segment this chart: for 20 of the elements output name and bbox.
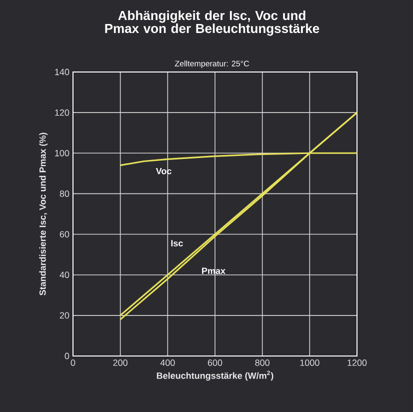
x-tick-label: 200 <box>113 360 128 366</box>
y-tick-label: 0 <box>64 352 70 360</box>
x-axis-title: Beleuchtungsstärke (W/m$^{2}$) <box>156 370 274 381</box>
y-tick-label: 60 <box>60 231 70 238</box>
y-tick-label: 140 <box>55 68 70 76</box>
y-tick-label: 120 <box>55 109 70 116</box>
chart-title: Abhängigkeit der Isc, Voc und Pmax von der Beleuchtungsstärke <box>105 10 320 36</box>
x-tick-label: 800 <box>255 360 270 366</box>
y-tick-label: 20 <box>60 312 70 319</box>
y-tick-label: 40 <box>60 272 70 278</box>
x-tick-label: 600 <box>208 360 222 366</box>
x-tick-label: 400 <box>160 360 175 366</box>
x-tick-label: 1000 <box>300 360 320 366</box>
series-label: Isc <box>171 240 183 246</box>
y-tick-label: 80 <box>60 190 70 197</box>
chart-subtitle: Zelltemperatur: 25°C <box>174 60 250 68</box>
x-tick-label: 1200 <box>348 360 367 366</box>
x-tick-label: 0 <box>70 360 76 366</box>
y-axis-title: Standardisierte Isc, Voc und Pmax (%) <box>39 132 48 296</box>
y-tick-label: 100 <box>55 150 70 156</box>
